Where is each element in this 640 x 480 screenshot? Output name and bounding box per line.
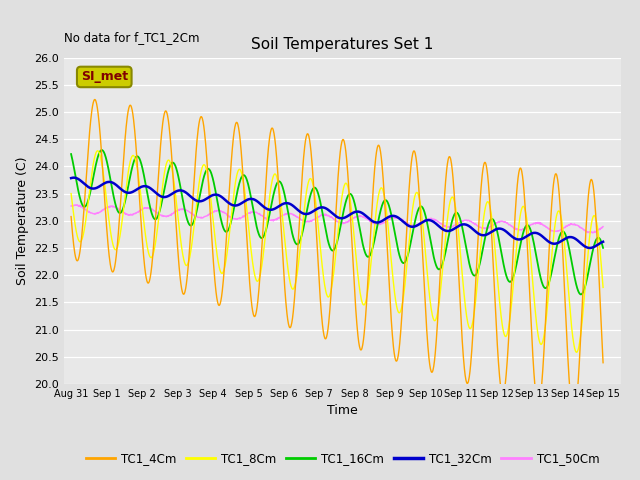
TC1_16Cm (246, 186, 253, 192)
TC1_4Cm (91, 96, 99, 102)
Text: SI_met: SI_met (81, 71, 128, 84)
TC1_8Cm (536, 341, 544, 347)
TC1_8Cm (246, 230, 253, 236)
TC1_8Cm (67, 191, 75, 196)
TC1_50Cm (246, 210, 253, 216)
TC1_32Cm (536, 232, 544, 238)
TC1_4Cm (536, 396, 544, 402)
TC1_4Cm (599, 360, 607, 366)
TC1_16Cm (420, 207, 428, 213)
TC1_4Cm (246, 275, 253, 281)
TC1_16Cm (186, 222, 194, 228)
TC1_50Cm (599, 224, 607, 229)
Legend: TC1_4Cm, TC1_8Cm, TC1_16Cm, TC1_32Cm, TC1_50Cm: TC1_4Cm, TC1_8Cm, TC1_16Cm, TC1_32Cm, TC… (81, 447, 604, 469)
TC1_8Cm (490, 228, 497, 234)
TC1_4Cm (570, 414, 578, 420)
TC1_50Cm (420, 218, 428, 224)
Line: TC1_32Cm: TC1_32Cm (71, 178, 603, 248)
Line: TC1_16Cm: TC1_16Cm (71, 150, 603, 294)
TC1_32Cm (420, 218, 428, 224)
TC1_50Cm (589, 230, 596, 236)
TC1_32Cm (246, 196, 253, 202)
Line: TC1_8Cm: TC1_8Cm (71, 151, 603, 352)
TC1_16Cm (98, 147, 106, 153)
TC1_16Cm (173, 168, 180, 173)
TC1_8Cm (573, 349, 580, 355)
Line: TC1_50Cm: TC1_50Cm (71, 205, 603, 233)
TC1_4Cm (420, 275, 428, 281)
TC1_16Cm (599, 245, 607, 251)
TC1_8Cm (599, 285, 607, 290)
TC1_32Cm (67, 175, 75, 181)
TC1_32Cm (173, 188, 180, 194)
Y-axis label: Soil Temperature (C): Soil Temperature (C) (16, 156, 29, 285)
TC1_50Cm (173, 208, 180, 214)
TC1_8Cm (186, 254, 194, 260)
Line: TC1_4Cm: TC1_4Cm (71, 99, 603, 417)
TC1_50Cm (490, 222, 497, 228)
TC1_32Cm (586, 245, 593, 251)
Text: No data for f_TC1_2Cm: No data for f_TC1_2Cm (64, 32, 200, 45)
TC1_16Cm (67, 151, 75, 157)
TC1_32Cm (490, 228, 497, 234)
TC1_16Cm (490, 217, 497, 223)
TC1_50Cm (186, 209, 194, 215)
TC1_32Cm (599, 239, 607, 245)
TC1_32Cm (186, 193, 194, 199)
TC1_4Cm (173, 233, 180, 239)
TC1_8Cm (94, 148, 102, 154)
TC1_8Cm (420, 231, 428, 237)
TC1_16Cm (577, 291, 585, 297)
TC1_16Cm (536, 273, 544, 279)
TC1_4Cm (490, 264, 497, 269)
TC1_50Cm (73, 202, 81, 208)
TC1_8Cm (173, 204, 180, 209)
X-axis label: Time: Time (327, 405, 358, 418)
TC1_32Cm (70, 175, 77, 180)
TC1_4Cm (186, 243, 194, 249)
Title: Soil Temperatures Set 1: Soil Temperatures Set 1 (252, 37, 433, 52)
TC1_4Cm (67, 214, 75, 219)
TC1_50Cm (536, 220, 544, 226)
TC1_50Cm (67, 203, 75, 209)
